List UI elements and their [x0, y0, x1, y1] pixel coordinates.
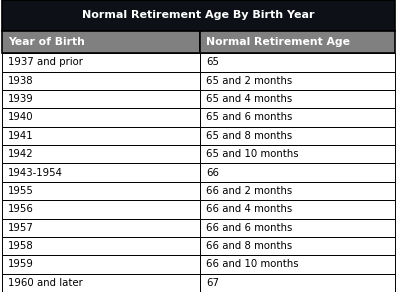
Bar [2, 72, 200, 90]
Text: 1956: 1956 [8, 204, 34, 214]
Bar [2, 145, 200, 164]
Bar [200, 255, 395, 274]
Bar [200, 182, 395, 200]
Bar [2, 164, 200, 182]
Bar [2, 274, 200, 292]
Bar [200, 53, 395, 72]
Text: 66 and 4 months: 66 and 4 months [206, 204, 293, 214]
Bar [200, 237, 395, 255]
Text: 66: 66 [206, 168, 220, 178]
Text: 65 and 8 months: 65 and 8 months [206, 131, 293, 141]
Text: 66 and 8 months: 66 and 8 months [206, 241, 293, 251]
Bar [2, 90, 200, 108]
Text: 66 and 6 months: 66 and 6 months [206, 223, 293, 233]
Bar [200, 164, 395, 182]
Text: 1938: 1938 [8, 76, 34, 86]
Text: 1959: 1959 [8, 259, 34, 270]
Text: 65 and 2 months: 65 and 2 months [206, 76, 293, 86]
Text: 1939: 1939 [8, 94, 34, 104]
Text: 1957: 1957 [8, 223, 34, 233]
Bar [2, 218, 200, 237]
Bar [200, 127, 395, 145]
Text: 65 and 6 months: 65 and 6 months [206, 112, 293, 122]
Text: 67: 67 [206, 278, 220, 288]
Bar [200, 72, 395, 90]
Text: Normal Retirement Age By Birth Year: Normal Retirement Age By Birth Year [82, 10, 315, 20]
Text: 1960 and later: 1960 and later [8, 278, 83, 288]
Text: 65: 65 [206, 57, 220, 67]
Bar [200, 200, 395, 218]
Text: 66 and 2 months: 66 and 2 months [206, 186, 293, 196]
Text: 1943-1954: 1943-1954 [8, 168, 63, 178]
Text: Normal Retirement Age: Normal Retirement Age [206, 37, 351, 47]
Bar [2, 108, 200, 127]
Text: 1958: 1958 [8, 241, 34, 251]
Bar [200, 90, 395, 108]
Text: 66 and 10 months: 66 and 10 months [206, 259, 299, 270]
Text: 65 and 4 months: 65 and 4 months [206, 94, 293, 104]
Text: Year of Birth: Year of Birth [8, 37, 85, 47]
Bar [2, 237, 200, 255]
Bar [2, 53, 200, 72]
Text: 1942: 1942 [8, 149, 34, 159]
Bar [2, 31, 200, 53]
Text: 1955: 1955 [8, 186, 34, 196]
Bar [200, 274, 395, 292]
Bar [2, 255, 200, 274]
Bar [200, 108, 395, 127]
Text: 1940: 1940 [8, 112, 34, 122]
Text: 1937 and prior: 1937 and prior [8, 57, 83, 67]
Bar [200, 218, 395, 237]
Bar [200, 31, 395, 53]
Bar [2, 200, 200, 218]
Bar [200, 145, 395, 164]
Bar [2, 182, 200, 200]
Text: 1941: 1941 [8, 131, 34, 141]
Bar [2, 0, 395, 31]
Bar [2, 127, 200, 145]
Text: 65 and 10 months: 65 and 10 months [206, 149, 299, 159]
